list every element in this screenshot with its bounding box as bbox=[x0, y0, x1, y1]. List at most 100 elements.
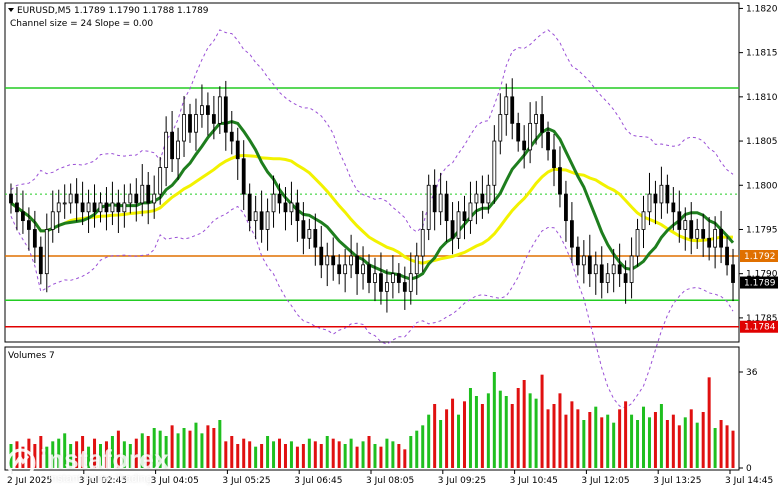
candle-body bbox=[498, 114, 503, 142]
candle-body bbox=[396, 273, 401, 283]
volume-bar bbox=[612, 422, 616, 468]
volume-bar bbox=[677, 425, 681, 468]
volume-bar bbox=[457, 414, 461, 468]
candle-body bbox=[361, 264, 365, 275]
volume-bar bbox=[51, 441, 55, 468]
time-tick-label: 3 Jul 09:25 bbox=[438, 476, 486, 486]
price-tick-label: 1.1815 bbox=[746, 49, 778, 59]
price-tick-label: 1.1805 bbox=[746, 137, 778, 147]
candle-body bbox=[134, 193, 139, 204]
volume-bar bbox=[492, 372, 496, 468]
candle-body bbox=[295, 202, 300, 222]
candle-body bbox=[80, 202, 85, 213]
volume-bar bbox=[391, 441, 395, 468]
slow-ma-line bbox=[10, 153, 733, 265]
candle-body bbox=[247, 193, 252, 222]
volume-bar bbox=[278, 438, 282, 468]
candle-body bbox=[462, 211, 467, 222]
volume-bar bbox=[27, 438, 31, 468]
time-tick-label: 3 Jul 12:05 bbox=[581, 476, 629, 486]
price-tick-label: 1.1790 bbox=[746, 270, 778, 280]
candle-body bbox=[122, 202, 127, 213]
volume-bar bbox=[701, 412, 705, 468]
candle-body bbox=[200, 105, 204, 115]
volume-bar bbox=[301, 444, 305, 468]
price-tags: 1.1784 1.1792 1.1789 bbox=[740, 250, 778, 333]
candle-body bbox=[367, 264, 371, 283]
candle-body bbox=[713, 229, 718, 248]
volume-bar bbox=[87, 446, 91, 468]
candle-body bbox=[307, 229, 312, 239]
candle-body bbox=[182, 114, 186, 142]
volume-bar bbox=[242, 438, 246, 468]
candle-body bbox=[677, 211, 682, 230]
volume-bar bbox=[731, 430, 735, 468]
candle-body bbox=[683, 220, 688, 230]
candle-body bbox=[385, 282, 389, 292]
volume-bar bbox=[45, 446, 49, 468]
volume-bar bbox=[158, 430, 162, 468]
candle-body bbox=[229, 131, 234, 142]
volume-bar bbox=[522, 380, 526, 468]
fast-ma-line bbox=[10, 120, 735, 281]
level-lines bbox=[5, 87, 739, 328]
price-axis: 1.1820 1.1815 1.1810 1.1805 1.1800 1.1795 1.17… bbox=[739, 4, 778, 324]
candle-body bbox=[474, 193, 479, 204]
volume-bar bbox=[367, 436, 371, 468]
time-tick-label: 3 Jul 02:45 bbox=[79, 476, 127, 486]
volume-bar bbox=[636, 420, 640, 468]
candle-body bbox=[546, 131, 550, 151]
time-tick-label: 3 Jul 06:45 bbox=[294, 476, 342, 486]
time-tick-label: 3 Jul 05:25 bbox=[222, 476, 270, 486]
volume-bar bbox=[15, 441, 19, 468]
candle-body bbox=[486, 184, 491, 204]
chart-header: EURUSD,M5 1.1789 1.1790 1.1788 1.1789 Ch… bbox=[8, 6, 209, 361]
candle-body bbox=[21, 211, 25, 222]
volume-tick-label: 36 bbox=[746, 368, 758, 378]
price-tick-label: 1.1800 bbox=[746, 181, 778, 191]
candle-body bbox=[104, 202, 109, 213]
volume-bar bbox=[313, 441, 317, 468]
time-tick-label: 2 Jul 2025 bbox=[7, 476, 52, 486]
candle-body bbox=[217, 96, 222, 124]
last-price-tag: 1.1789 bbox=[744, 279, 776, 289]
candle-body bbox=[313, 229, 318, 248]
candle-body bbox=[659, 184, 664, 204]
candle-body bbox=[223, 96, 228, 133]
volume-bar bbox=[331, 438, 335, 468]
candle-body bbox=[420, 229, 425, 257]
volume-bar bbox=[218, 420, 222, 468]
time-tick-label: 3 Jul 10:45 bbox=[510, 476, 558, 486]
candle-body bbox=[56, 202, 61, 213]
indicator-header: Channel size = 24 Slope = 0.00 bbox=[10, 19, 153, 29]
collapse-triangle-icon bbox=[8, 8, 14, 12]
candle-body bbox=[331, 255, 336, 266]
price-tick-label: 1.1820 bbox=[746, 4, 778, 14]
candle-body bbox=[343, 264, 348, 275]
candle-body bbox=[540, 114, 544, 133]
candle-body bbox=[158, 167, 163, 195]
candle-body bbox=[605, 273, 610, 283]
volume-bar bbox=[683, 417, 687, 468]
candle-body bbox=[689, 220, 694, 239]
candle-body bbox=[146, 184, 151, 204]
volume-bar bbox=[260, 444, 264, 468]
volume-bar bbox=[116, 430, 120, 468]
volume-bar bbox=[134, 438, 138, 468]
volume-bar bbox=[319, 444, 323, 468]
candle-body bbox=[170, 131, 174, 160]
candle-body bbox=[426, 184, 431, 230]
candle-body bbox=[611, 264, 616, 275]
candle-body bbox=[128, 193, 133, 204]
volume-bar bbox=[289, 441, 293, 468]
volume-bar bbox=[122, 441, 126, 468]
candle-body bbox=[98, 202, 103, 213]
volume-bar bbox=[558, 393, 562, 468]
level-price-tag: 1.1784 bbox=[744, 323, 776, 333]
candle-body bbox=[581, 255, 586, 266]
candle-body bbox=[593, 264, 598, 275]
volume-bar bbox=[295, 446, 299, 468]
volume-bar bbox=[480, 404, 484, 468]
volume-bar bbox=[361, 441, 365, 468]
